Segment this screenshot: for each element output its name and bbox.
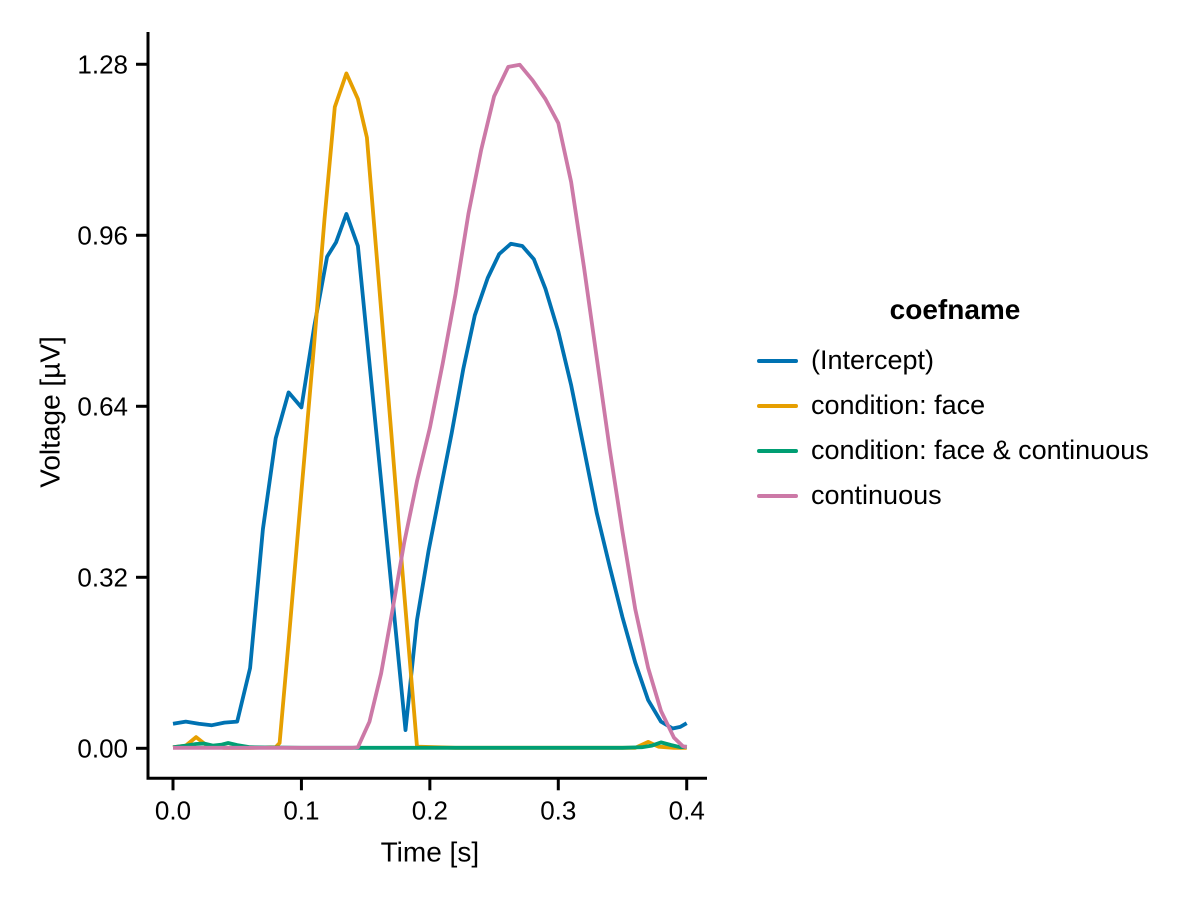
x-tick-label: 0.1 (283, 795, 319, 825)
legend-item-label: continuous (811, 480, 942, 510)
y-axis-label: Voltage [µV] (35, 336, 66, 488)
legend: coefname (Intercept) condition: face condi… (757, 289, 1157, 518)
x-tick-label: 0.0 (155, 795, 191, 825)
x-tick-label: 0.2 (412, 795, 448, 825)
x-tick-label: 0.4 (669, 795, 705, 825)
legend-item-label: condition: face & continuous (811, 435, 1149, 465)
axis-spines (146, 32, 707, 780)
y-tick-label: 0.64 (77, 391, 128, 421)
legend-line-swatch (757, 358, 798, 363)
legend-line-swatch (757, 448, 798, 453)
legend-item-0: (Intercept) (757, 338, 1157, 383)
legend-item-3: continuous (757, 473, 1157, 518)
series-line-0 (172, 211, 688, 732)
legend-item-1: condition: face (757, 383, 1157, 428)
x-axis-label: Time [s] (381, 837, 480, 868)
legend-line-swatch (757, 403, 798, 408)
series-line-3 (173, 62, 688, 750)
legend-items: (Intercept) condition: face condition: fac… (757, 338, 1157, 518)
y-tick-label: 1.28 (77, 49, 128, 79)
legend-item-2: condition: face & continuous (757, 428, 1157, 473)
y-tick-label: 0.96 (77, 220, 128, 250)
x-tick-label: 0.3 (540, 795, 576, 825)
y-tick-label: 0.32 (77, 562, 128, 592)
y-tick-label: 0.00 (77, 733, 128, 763)
series-line-1 (172, 71, 687, 750)
legend-item-label: (Intercept) (811, 345, 935, 375)
legend-title: coefname (889, 294, 1021, 325)
legend-item-label: condition: face (811, 390, 986, 420)
legend-line-swatch (757, 493, 798, 498)
